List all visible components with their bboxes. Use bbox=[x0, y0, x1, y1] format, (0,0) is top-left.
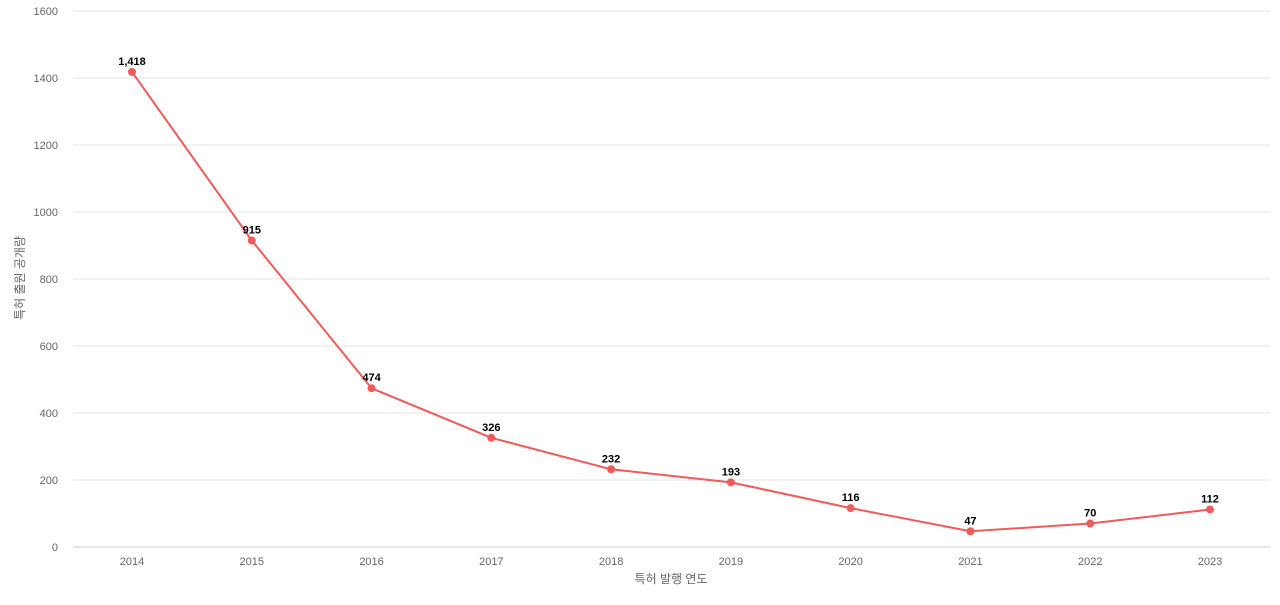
data-point bbox=[1086, 519, 1095, 528]
data-point bbox=[1206, 505, 1214, 514]
data-point bbox=[846, 504, 855, 513]
x-tick-label: 2021 bbox=[958, 556, 982, 568]
x-tick-label: 2018 bbox=[599, 556, 623, 568]
y-tick-label: 1000 bbox=[34, 207, 58, 219]
x-axis-title: 특허 발행 연도 bbox=[635, 571, 708, 586]
y-axis-ticks: 0 200 400 600 800 1000 1200 1400 1600 bbox=[34, 6, 58, 554]
series-line bbox=[131, 71, 1211, 533]
y-tick-label: 1200 bbox=[34, 140, 58, 152]
data-point bbox=[367, 384, 376, 393]
x-tick-label: 2022 bbox=[1078, 556, 1102, 568]
y-tick-label: 200 bbox=[40, 475, 58, 487]
x-tick-label: 2014 bbox=[120, 556, 144, 568]
data-point bbox=[966, 527, 975, 536]
x-axis-ticks: 2014 2015 2016 2017 2018 2019 2020 2021 2022 2023 bbox=[120, 556, 1222, 568]
x-tick-label: 2023 bbox=[1198, 556, 1222, 568]
grid-lines bbox=[73, 10, 1270, 548]
data-label: 116 bbox=[842, 492, 860, 504]
data-label: 326 bbox=[482, 422, 500, 434]
data-label: 70 bbox=[1084, 508, 1096, 520]
y-tick-label: 800 bbox=[40, 274, 58, 286]
data-point bbox=[607, 465, 616, 474]
data-point bbox=[487, 433, 496, 442]
series-layer bbox=[128, 67, 1214, 536]
data-labels: 1,418 915 474 326 232 193 116 47 70 112 bbox=[118, 56, 1219, 527]
x-tick-label: 2020 bbox=[838, 556, 862, 568]
y-tick-label: 0 bbox=[52, 542, 58, 554]
data-label: 915 bbox=[243, 224, 261, 236]
x-tick-label: 2017 bbox=[479, 556, 503, 568]
data-label: 47 bbox=[964, 515, 976, 527]
y-tick-label: 1400 bbox=[34, 73, 58, 85]
data-label: 112 bbox=[1201, 493, 1219, 505]
y-axis-title: 특허 출원 공개량 bbox=[13, 236, 27, 320]
y-tick-label: 1600 bbox=[34, 6, 58, 18]
data-label: 1,418 bbox=[118, 56, 146, 68]
data-point bbox=[247, 236, 256, 245]
data-point bbox=[128, 67, 136, 76]
y-tick-label: 400 bbox=[40, 408, 58, 420]
x-tick-label: 2019 bbox=[719, 556, 743, 568]
data-point bbox=[726, 478, 735, 487]
y-tick-label: 600 bbox=[40, 341, 58, 353]
data-label: 232 bbox=[602, 453, 620, 465]
data-label: 193 bbox=[722, 466, 740, 478]
data-label: 474 bbox=[362, 372, 381, 384]
x-tick-label: 2015 bbox=[240, 556, 264, 568]
x-tick-label: 2016 bbox=[359, 556, 383, 568]
